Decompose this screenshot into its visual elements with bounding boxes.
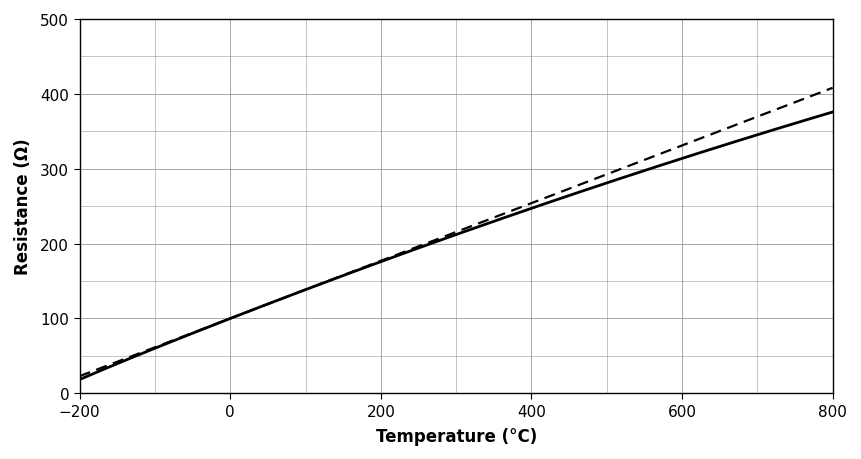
Y-axis label: Resistance (Ω): Resistance (Ω): [14, 139, 32, 275]
X-axis label: Temperature (°C): Temperature (°C): [375, 427, 536, 445]
